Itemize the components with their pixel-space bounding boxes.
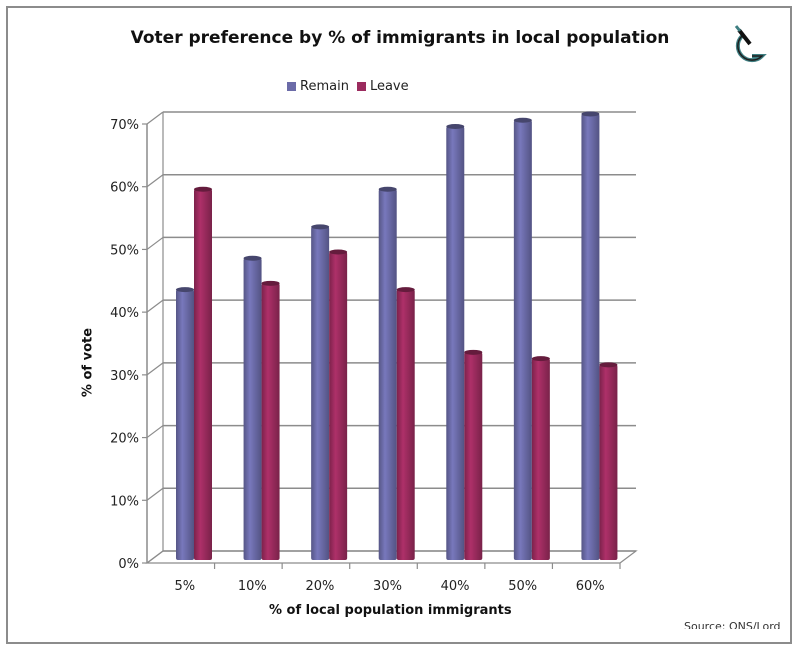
x-tick-label: 50% (508, 579, 537, 594)
y-tick-label: 10% (110, 494, 139, 509)
bar-top-leave (531, 356, 550, 362)
y-tick-label: 30% (110, 369, 139, 384)
legend-swatch-leave (356, 82, 366, 91)
y-tick-label: 20% (110, 432, 139, 447)
bar-leave (194, 189, 212, 560)
legend-swatch-remain (287, 82, 296, 91)
bar-remain (378, 189, 397, 560)
bar-top-remain (243, 255, 262, 261)
bar-leave (531, 358, 550, 560)
y-axis-label: % of vote (80, 327, 96, 398)
legend-label-leave: Leave (369, 79, 409, 94)
side-wall-gridline (146, 362, 164, 376)
bar-remain (513, 120, 532, 561)
bar-top-remain (513, 117, 532, 123)
x-tick-label: 10% (238, 579, 267, 594)
bar-leave (396, 289, 415, 560)
x-tick-label: 30% (373, 579, 402, 594)
bar-top-leave (194, 186, 212, 192)
side-wall-gridline (146, 425, 164, 439)
floor (145, 550, 638, 564)
side-wall-gridline (146, 299, 164, 313)
y-tick-label: 40% (110, 306, 139, 321)
x-tick-label: 5% (174, 579, 195, 594)
bar-top-remain (446, 124, 465, 130)
chart-title: Voter preference by % of immigrants in l… (130, 28, 670, 48)
x-axis-label: % of local population immigrants (269, 603, 512, 618)
bar-leave (329, 251, 348, 560)
legend-label-remain: Remain (300, 79, 349, 94)
y-tick-label: 0% (118, 557, 139, 572)
bar-remain (446, 126, 465, 561)
bar-top-leave (396, 287, 415, 293)
bar-remain (581, 114, 600, 560)
bar-remain (311, 226, 330, 560)
bar-remain (243, 258, 262, 560)
y-tick-label: 70% (110, 118, 139, 133)
bar-top-leave (599, 362, 618, 368)
legend-item-remain: Remain (287, 79, 349, 94)
bar-top-remain (176, 287, 194, 293)
bar-top-leave (261, 280, 280, 286)
bar-top-leave (329, 249, 348, 255)
side-wall-gridline (146, 236, 164, 250)
bar-top-remain (581, 111, 600, 117)
magnifier-g-logo-icon (722, 22, 778, 76)
x-tick-label: 60% (576, 579, 605, 594)
legend: Remain Leave (287, 79, 409, 94)
source-note: Source: ONS/Lord (684, 620, 781, 629)
side-wall-gridline (146, 174, 164, 188)
y-tick-label: 50% (110, 243, 139, 258)
legend-item-leave: Leave (356, 79, 409, 94)
bar-leave (464, 352, 483, 560)
y-tick-label: 60% (110, 181, 139, 196)
bar-top-leave (464, 349, 483, 355)
side-wall-gridline (146, 111, 164, 125)
bar-remain (176, 289, 194, 560)
x-tick-label: 40% (441, 579, 470, 594)
bar-top-remain (311, 224, 330, 230)
side-wall-gridline (146, 487, 164, 501)
bar-leave (599, 364, 618, 560)
bar-leave (261, 283, 280, 560)
x-tick-label: 20% (305, 579, 334, 594)
bar-top-remain (378, 186, 397, 192)
